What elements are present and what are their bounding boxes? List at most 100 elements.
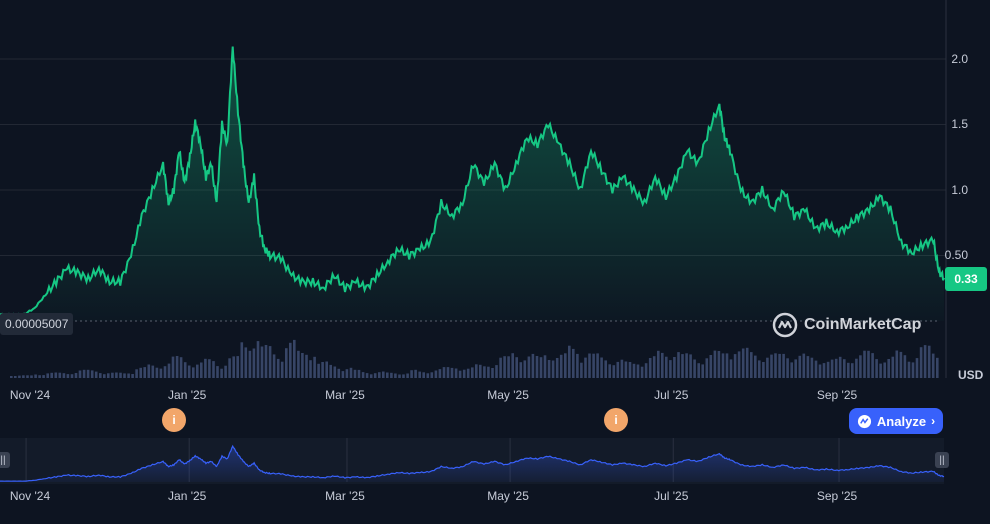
volume-bar: [483, 366, 486, 378]
event-marker-icon[interactable]: i: [604, 408, 628, 432]
volume-bar: [677, 352, 680, 378]
volume-bar: [369, 374, 373, 378]
volume-bar: [652, 356, 656, 378]
volume-bar: [244, 347, 248, 378]
volume-bar: [568, 345, 571, 378]
volume-bar: [612, 365, 616, 378]
volume-bar: [163, 366, 167, 378]
volume-bar: [349, 367, 353, 378]
volume-bar: [790, 362, 793, 378]
volume-bar: [810, 357, 814, 378]
volume-bar: [30, 375, 33, 378]
volume-bar: [139, 367, 142, 378]
volume-bar: [175, 356, 179, 378]
volume-bar: [450, 367, 454, 378]
volume-bar: [733, 354, 737, 378]
volume-bar: [353, 369, 357, 378]
volume-bar: [196, 364, 199, 378]
volume-bar: [394, 373, 397, 378]
volume-bar: [669, 360, 672, 378]
volume-bar: [592, 353, 595, 378]
volume-bar: [232, 356, 235, 378]
navigator-x-tick-label: Jul '25: [654, 489, 689, 503]
volume-bar: [721, 353, 725, 378]
volume-bar: [212, 361, 215, 378]
volume-bar: [183, 362, 187, 378]
navigator-area: [0, 446, 944, 482]
navigator-right-handle[interactable]: ||: [935, 452, 949, 468]
volume-bar: [887, 359, 890, 378]
volume-bar: [608, 364, 611, 378]
volume-bar: [38, 375, 41, 378]
volume-bar: [786, 358, 789, 378]
volume-bar: [689, 354, 692, 378]
volume-bar: [18, 375, 21, 378]
volume-bar: [107, 373, 110, 378]
price-line: [0, 46, 945, 317]
volume-bar: [681, 354, 684, 378]
navigator-line: [0, 444, 945, 482]
volume-bar: [551, 360, 555, 378]
volume-bar: [519, 362, 523, 378]
volume-bar: [729, 359, 733, 378]
volume-bar: [782, 353, 785, 378]
volume-bar: [200, 362, 203, 378]
volume-bar: [871, 353, 874, 378]
volume-bar: [329, 364, 332, 378]
navigator[interactable]: [0, 438, 945, 484]
volume-bar: [778, 353, 781, 378]
analyze-label: Analyze: [876, 413, 927, 429]
volume-bar: [135, 369, 138, 378]
volume-bar: [737, 351, 741, 378]
volume-bar: [62, 373, 66, 378]
volume-bar: [272, 354, 276, 378]
analyze-button[interactable]: Analyze ›: [849, 408, 943, 434]
volume-bar: [86, 369, 90, 378]
volume-bar: [90, 370, 94, 378]
volume-bar: [426, 373, 430, 378]
volume-bar: [74, 373, 78, 378]
volume-bar: [713, 350, 717, 378]
x-tick-label: Jan '25: [168, 388, 207, 402]
x-tick-label: Mar '25: [325, 388, 365, 402]
volume-bar: [572, 348, 575, 378]
volume-bar: [624, 361, 628, 378]
volume-bar: [268, 346, 272, 378]
volume-bar: [297, 350, 300, 378]
volume-bar: [499, 357, 502, 378]
volume-bar: [636, 364, 640, 378]
volume-bar: [701, 364, 704, 378]
volume-bars: [10, 339, 939, 378]
volume-bar: [42, 375, 45, 378]
watermark-text: CoinMarketCap: [804, 316, 922, 333]
volume-bar: [487, 366, 490, 378]
volume-bar: [580, 362, 583, 378]
volume-bar: [838, 356, 842, 378]
volume-bar: [127, 373, 130, 378]
volume-bar: [830, 359, 834, 378]
volume-bar: [661, 352, 664, 378]
volume-bar: [442, 367, 446, 378]
event-marker-label: i: [172, 413, 176, 427]
volume-bar: [345, 369, 349, 378]
volume-bar: [697, 363, 700, 378]
volume-bar: [915, 358, 919, 378]
volume-bar: [289, 342, 292, 378]
volume-bar: [50, 372, 53, 378]
navigator-left-handle[interactable]: ||: [0, 452, 10, 468]
volume-bar: [260, 346, 264, 378]
volume-bar: [923, 345, 927, 378]
x-tick-label: May '25: [487, 388, 529, 402]
event-marker-icon[interactable]: i: [162, 408, 186, 432]
volume-bar: [248, 350, 252, 378]
x-tick-label: Jul '25: [654, 388, 689, 402]
volume-bar: [754, 355, 757, 378]
min-price-badge: 0.00005007: [0, 313, 74, 335]
volume-bar: [495, 365, 498, 378]
volume-bar: [503, 356, 506, 378]
volume-bar: [709, 355, 713, 378]
volume-bar: [543, 355, 547, 378]
volume-bar: [911, 362, 915, 378]
volume-bar: [147, 364, 151, 378]
